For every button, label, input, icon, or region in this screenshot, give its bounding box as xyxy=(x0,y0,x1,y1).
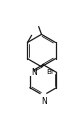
Text: N: N xyxy=(31,68,37,77)
Text: N: N xyxy=(41,97,47,106)
Text: Br: Br xyxy=(46,69,54,75)
